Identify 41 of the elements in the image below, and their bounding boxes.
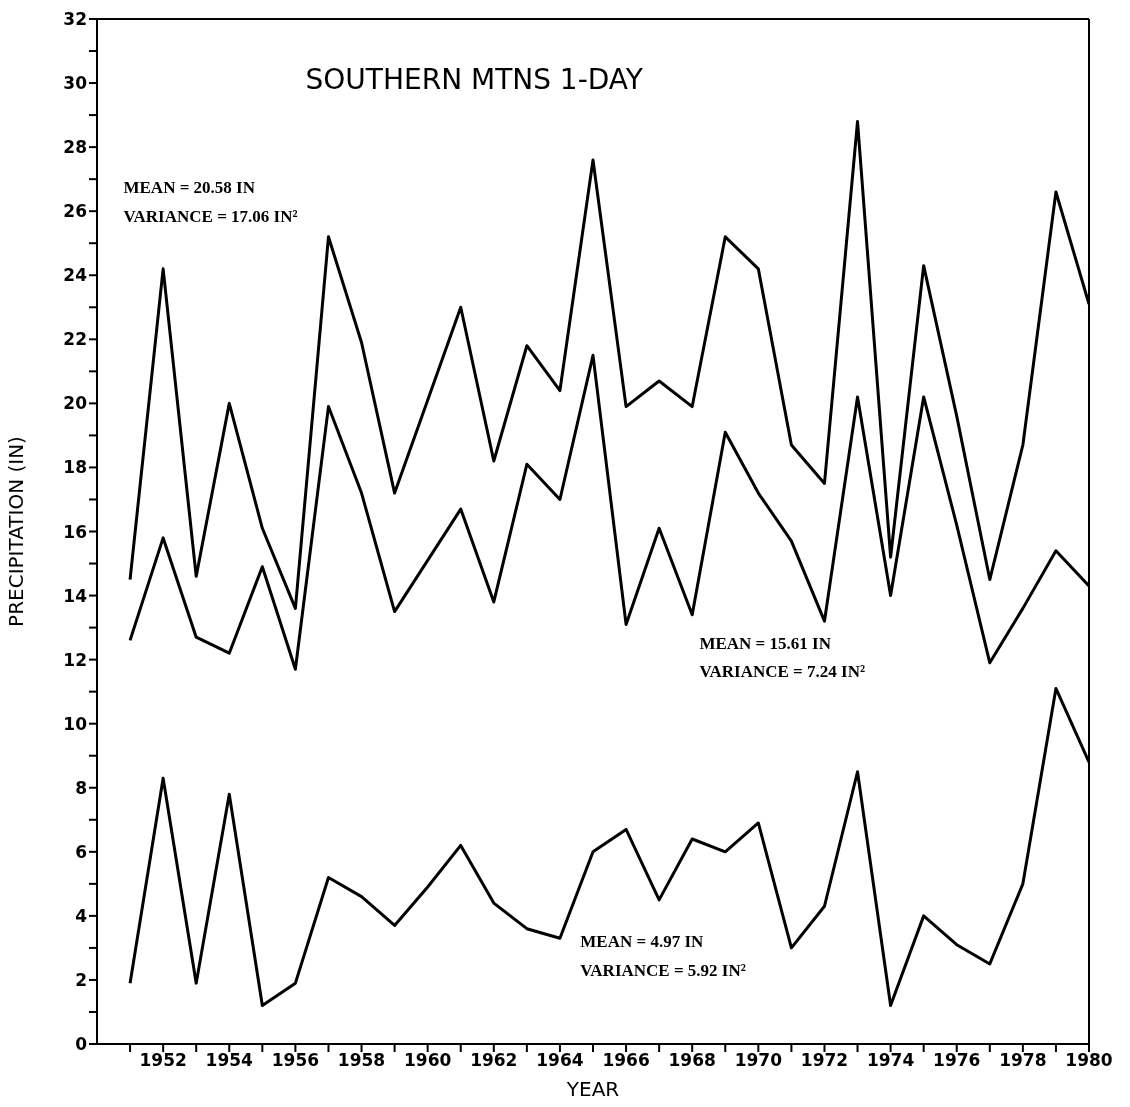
y-tick-label: 10 bbox=[63, 713, 88, 734]
y-tick-label: 26 bbox=[63, 201, 87, 222]
text: SOUTHERN MTNS 1-DAY bbox=[305, 62, 643, 96]
x-tick-label: 1956 bbox=[271, 1050, 320, 1071]
x-tick-label: 1970 bbox=[734, 1050, 783, 1071]
x-tick-label: 1974 bbox=[866, 1050, 915, 1071]
y-tick-label: 2 bbox=[75, 969, 87, 990]
x-tick-label: 1972 bbox=[800, 1050, 849, 1071]
y-tick-label: 16 bbox=[63, 521, 87, 542]
y-tick-label: 14 bbox=[63, 585, 88, 606]
y-tick-label: 18 bbox=[63, 457, 87, 478]
y-axis-title: PRECIPITATION (IN) bbox=[4, 436, 29, 627]
x-tick-label: 1954 bbox=[205, 1050, 254, 1071]
y-tick-label: 32 bbox=[63, 9, 87, 30]
annotation: VARIANCE = 17.06 IN² bbox=[123, 207, 298, 228]
x-axis-title: YEAR bbox=[565, 1077, 620, 1101]
x-tick-label: 1952 bbox=[139, 1050, 187, 1071]
x-tick-label: 1964 bbox=[536, 1050, 584, 1071]
y-tick-label: 24 bbox=[63, 265, 88, 286]
annotation: VARIANCE = 7.24 IN² bbox=[699, 662, 866, 683]
x-tick-label: 1980 bbox=[1065, 1050, 1113, 1071]
annotation: MEAN = 4.97 IN bbox=[580, 931, 704, 952]
x-tick-label: 1968 bbox=[668, 1050, 716, 1071]
y-tick-label: 30 bbox=[63, 73, 88, 94]
y-tick-label: 8 bbox=[75, 777, 87, 798]
x-tick-label: 1962 bbox=[470, 1050, 518, 1071]
y-tick-label: 4 bbox=[75, 905, 88, 926]
annotation: MEAN = 20.58 IN bbox=[123, 178, 255, 199]
y-tick-label: 12 bbox=[63, 649, 87, 670]
x-tick-label: 1976 bbox=[933, 1050, 981, 1071]
x-tick-label: 1960 bbox=[404, 1050, 452, 1071]
x-tick-label: 1966 bbox=[602, 1050, 650, 1071]
y-tick-label: 0 bbox=[75, 1034, 88, 1055]
x-tick-label: 1978 bbox=[999, 1050, 1047, 1071]
annotation: MEAN = 15.61 IN bbox=[699, 633, 831, 654]
annotation: VARIANCE = 5.92 IN² bbox=[580, 960, 746, 981]
y-tick-label: 28 bbox=[63, 137, 87, 158]
y-tick-label: 22 bbox=[63, 329, 87, 350]
y-tick-label: 6 bbox=[75, 841, 87, 862]
x-tick-label: 1958 bbox=[337, 1050, 386, 1071]
y-tick-label: 20 bbox=[63, 393, 88, 414]
